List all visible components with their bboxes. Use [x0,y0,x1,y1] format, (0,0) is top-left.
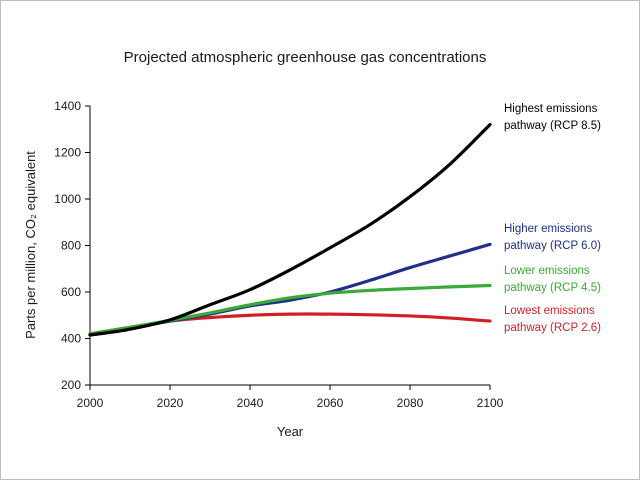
x-tick-label: 2060 [317,396,344,410]
y-tick-label: 200 [61,378,81,392]
y-tick-label: 400 [61,332,81,346]
y-tick-label: 600 [61,285,81,299]
series-line-rcp60 [88,242,492,336]
y-ticks: 200 400 600 800 1000 1200 1400 [54,99,90,392]
axes [89,106,490,386]
x-tick-label: 2100 [477,396,504,410]
x-axis-label: Year [277,424,304,439]
legend-label-line1: Highest emissions [504,103,598,115]
legend-entry-rcp60: Higher emissions pathway (RCP 6.0) [504,223,601,252]
y-tick-label: 1000 [54,192,81,206]
x-tick-label: 2080 [397,396,424,410]
x-tick-label: 2000 [77,396,104,410]
x-tick-label: 2020 [157,396,184,410]
legend-label-line2: pathway (RCP 6.0) [504,240,601,252]
legend-entry-rcp26: Lowest emissions pathway (RCP 2.6) [504,305,601,334]
y-tick-label: 1400 [54,99,81,113]
legend: Highest emissions pathway (RCP 8.5) Higher… [504,103,601,334]
legend-label-line1: Lowest emissions [504,305,595,317]
y-axis-label: Parts per million, CO₂ equivalent [23,151,38,339]
legend-label-line1: Higher emissions [504,223,592,235]
legend-label-line1: Lower emissions [504,265,590,277]
legend-label-line2: pathway (RCP 4.5) [504,282,601,294]
legend-label-line2: pathway (RCP 2.6) [504,322,601,334]
legend-entry-rcp45: Lower emissions pathway (RCP 4.5) [504,265,601,294]
y-tick-label: 1200 [54,146,81,160]
chart-title: Projected atmospheric greenhouse gas con… [124,49,487,66]
legend-label-line2: pathway (RCP 8.5) [504,120,601,132]
y-tick-label: 800 [61,239,81,253]
x-tick-label: 2040 [237,396,264,410]
legend-entry-rcp85: Highest emissions pathway (RCP 8.5) [504,103,601,132]
series-lines [88,123,492,337]
x-ticks: 2000 2020 2040 2060 2080 2100 [77,385,504,410]
series-line-rcp85 [88,123,492,337]
